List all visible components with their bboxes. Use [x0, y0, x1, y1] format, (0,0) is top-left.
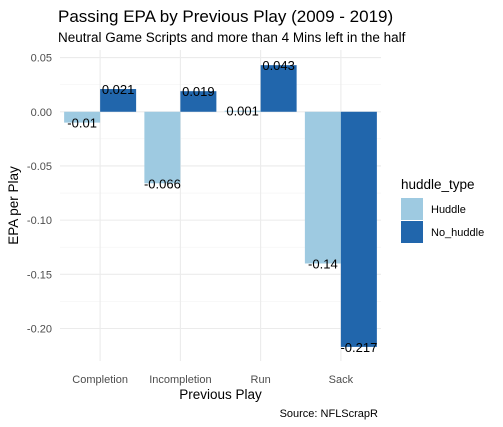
- y-tick-label: -0.15: [27, 269, 52, 281]
- y-tick-label: 0.00: [31, 107, 52, 119]
- y-tick-label: 0.05: [31, 53, 52, 65]
- bar-huddle: [64, 111, 101, 123]
- x-tick-label: Run: [251, 374, 271, 386]
- legend-swatch-huddle: [401, 198, 423, 220]
- x-tick-label: Incompletion: [149, 374, 211, 386]
- legend-label: Huddle: [431, 204, 466, 216]
- data-label: 0.043: [262, 58, 295, 73]
- x-tick-label: Sack: [329, 374, 354, 386]
- x-axis-title: Previous Play: [179, 387, 262, 402]
- bar-no_huddle: [260, 65, 297, 112]
- data-label: 0.001: [226, 104, 259, 119]
- caption: Source: NFLScrapR: [280, 408, 378, 420]
- bar-huddle: [224, 110, 261, 112]
- bar-no_huddle: [340, 111, 377, 347]
- x-tick-label: Completion: [72, 374, 128, 386]
- bars: [64, 65, 377, 347]
- data-label: -0.14: [308, 256, 338, 271]
- y-axis-ticks: 0.05 0.00 -0.05 -0.10 -0.15 -0.20: [27, 53, 52, 336]
- data-label: 0.021: [102, 82, 135, 97]
- data-label: 0.019: [182, 84, 215, 99]
- bar-no_huddle: [180, 91, 217, 112]
- bar-huddle: [304, 111, 341, 264]
- y-tick-label: -0.05: [27, 161, 52, 173]
- data-label: -0.01: [67, 116, 97, 131]
- legend-swatch-no_huddle: [401, 221, 423, 243]
- x-axis-ticks: Completion Incompletion Run Sack: [72, 374, 353, 386]
- data-labels: -0.01 -0.066 0.001 -0.14 0.021 0.019 0.043 -0.2…: [67, 58, 377, 355]
- legend: huddle_type Huddle No_huddle: [401, 177, 484, 243]
- data-label: -0.217: [340, 340, 377, 355]
- y-tick-label: -0.10: [27, 215, 52, 227]
- legend-label: No_huddle: [431, 227, 484, 239]
- y-tick-label: -0.20: [27, 323, 52, 335]
- legend-title: huddle_type: [401, 177, 475, 192]
- bar-huddle: [144, 111, 181, 184]
- data-label: -0.066: [144, 176, 181, 191]
- chart-title: Passing EPA by Previous Play (2009 - 201…: [58, 7, 393, 26]
- bar-no_huddle: [100, 89, 137, 112]
- chart-subtitle: Neutral Game Scripts and more than 4 Min…: [58, 30, 406, 45]
- y-axis-title: EPA per Play: [6, 166, 21, 245]
